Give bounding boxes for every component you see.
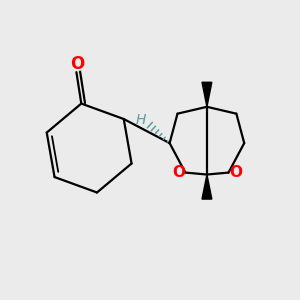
Text: O: O <box>229 165 242 180</box>
Text: O: O <box>70 55 85 73</box>
Text: O: O <box>172 165 185 180</box>
Polygon shape <box>202 82 212 107</box>
Polygon shape <box>202 175 212 199</box>
Text: H: H <box>136 112 146 127</box>
